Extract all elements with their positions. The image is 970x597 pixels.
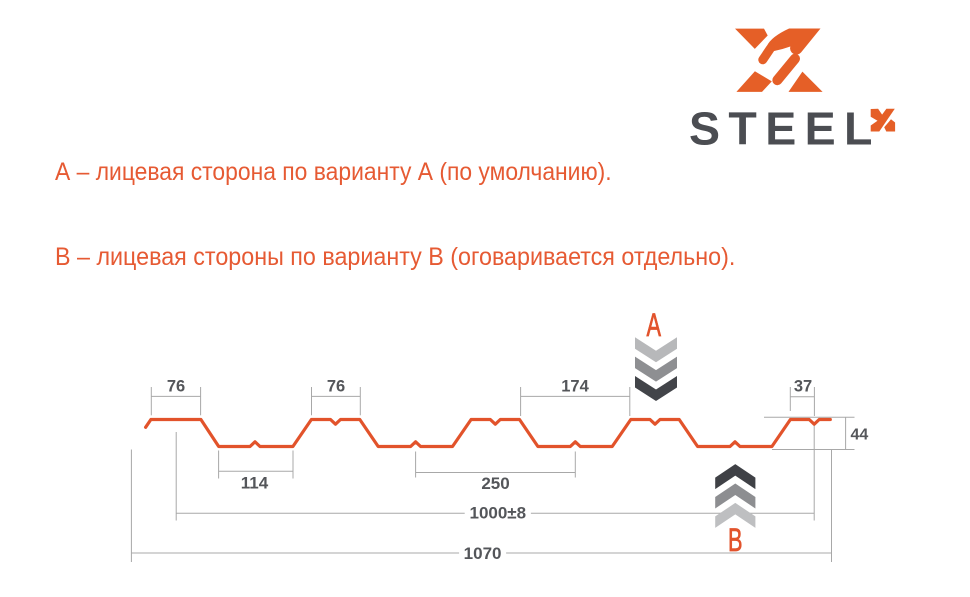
svg-text:250: 250: [481, 474, 509, 493]
svg-text:STEEL: STEEL: [689, 103, 881, 155]
svg-text:76: 76: [327, 377, 345, 395]
svg-text:44: 44: [851, 427, 869, 444]
svg-text:174: 174: [561, 377, 589, 395]
svg-text:114: 114: [241, 474, 269, 493]
svg-text:1000±8: 1000±8: [469, 504, 526, 523]
svg-text:1070: 1070: [464, 544, 502, 563]
svg-text:37: 37: [794, 377, 812, 395]
svg-text:B: B: [728, 522, 743, 558]
svg-text:A: A: [647, 307, 662, 343]
svg-text:76: 76: [167, 377, 185, 395]
